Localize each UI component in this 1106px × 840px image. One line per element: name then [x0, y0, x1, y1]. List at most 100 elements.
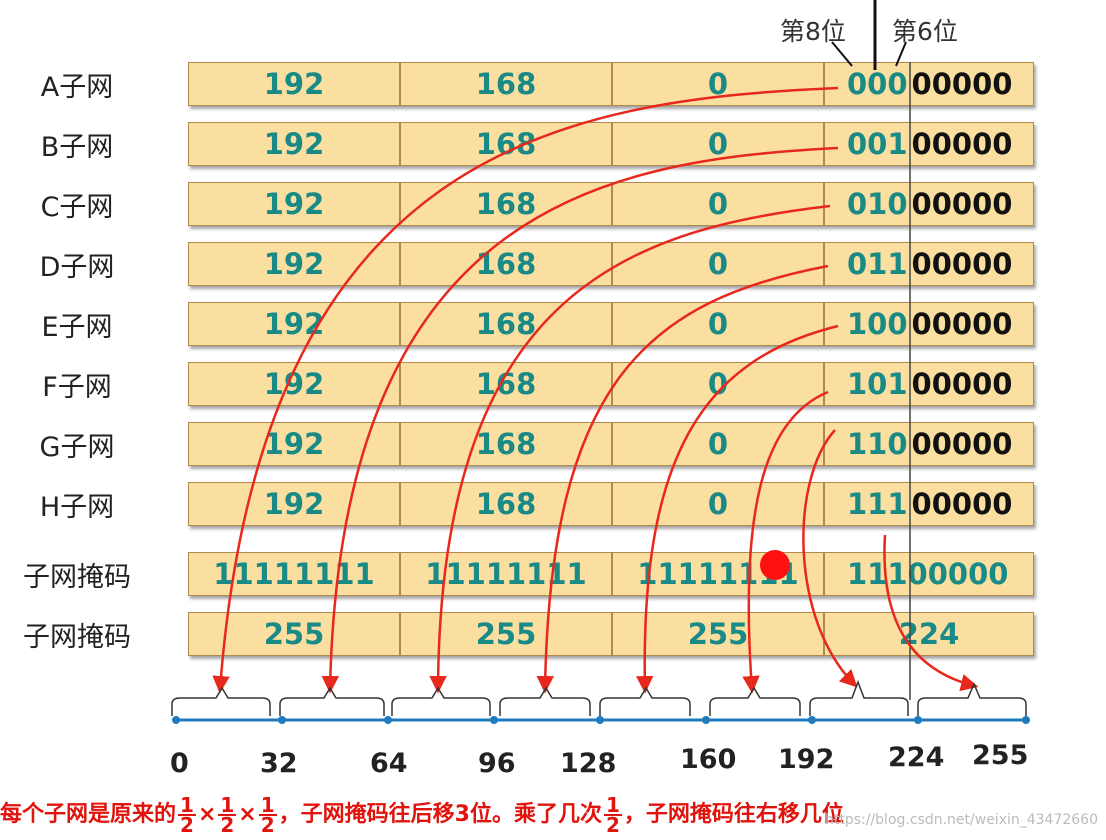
watermark: https://blog.csdn.net/weixin_43472660	[824, 812, 1098, 828]
subnet-bits: 000	[847, 67, 908, 101]
subnet-bits: 001	[847, 127, 908, 161]
caption-part1: 每个子网是原来的	[0, 802, 177, 827]
table-row: 192 168 0 001 00000	[188, 122, 1034, 166]
bit8-label: 第8位	[780, 17, 846, 46]
subnet-bits: 101	[847, 367, 908, 401]
octet-3: 0	[612, 482, 824, 526]
octet-3: 0	[612, 422, 824, 466]
row-label: A子网	[40, 72, 114, 103]
row-label: F子网	[42, 372, 112, 403]
octet-1: 192	[188, 182, 400, 226]
times-sign: ×	[197, 802, 217, 827]
octet-2: 168	[400, 242, 612, 286]
octet-1: 192	[188, 242, 400, 286]
octet-2: 168	[400, 122, 612, 166]
subnet-bits: 011	[847, 247, 908, 281]
table-row: 192 168 0 011 00000	[188, 242, 1034, 286]
row-label: E子网	[41, 312, 113, 343]
arrow-c	[429, 204, 831, 694]
scale-tick-label: 0	[170, 748, 189, 779]
mask-binary-row: 11111111 11111111 11111111 111 00000	[188, 552, 1034, 596]
segment-braces	[171, 679, 1027, 716]
scale-tick-label: 255	[972, 740, 1029, 771]
scale-tick-label: 192	[778, 744, 835, 775]
host-bits: 00000	[911, 427, 1013, 461]
row-label: G子网	[39, 432, 115, 463]
mask-decimal-label: 子网掩码	[23, 622, 131, 653]
octet-4: 101 00000	[824, 362, 1034, 406]
arrow-b	[321, 146, 839, 694]
octet-2: 168	[400, 362, 612, 406]
caption-part3: ，子网掩码往右移几位	[623, 802, 844, 827]
octet-4: 110 00000	[824, 422, 1034, 466]
subnet-bits: 111	[847, 487, 908, 521]
arrow-g	[802, 429, 858, 688]
host-bits: 00000	[911, 67, 1013, 101]
row-label: C子网	[40, 192, 114, 223]
host-bits: 00000	[911, 367, 1013, 401]
host-bits: 00000	[911, 307, 1013, 341]
octet-3: 0	[612, 362, 824, 406]
arrow-h	[883, 534, 979, 692]
octet-1: 192	[188, 122, 400, 166]
octet-1: 192	[188, 302, 400, 346]
scale-tick-label: 160	[680, 744, 737, 775]
subnet-bits: 111	[847, 557, 908, 591]
bit6-leader	[895, 41, 907, 67]
arrow-a	[212, 86, 839, 694]
octet-1: 11111111	[188, 552, 400, 596]
bit6-label: 第6位	[892, 17, 958, 46]
table-row: 192 168 0 100 00000	[188, 302, 1034, 346]
octet-4: 100 00000	[824, 302, 1034, 346]
octet-4: 111 00000	[824, 552, 1034, 596]
octet-3: 255	[612, 612, 824, 656]
octet-4: 111 00000	[824, 482, 1034, 526]
subnet-bits: 010	[847, 187, 908, 221]
octet-3: 0	[612, 62, 824, 106]
octet-1: 192	[188, 482, 400, 526]
scale-tick-label: 128	[560, 748, 617, 779]
octet-2: 168	[400, 182, 612, 226]
host-bits: 00000	[911, 487, 1013, 521]
row-label: D子网	[39, 252, 115, 283]
arrow-e	[635, 324, 839, 694]
mask-binary-label: 子网掩码	[23, 562, 131, 593]
octet-4: 011 00000	[824, 242, 1034, 286]
table-row: 192 168 0 000 00000	[188, 62, 1034, 106]
octet-2: 168	[400, 482, 612, 526]
mask-decimal-row: 255 255 255 224	[188, 612, 1034, 656]
octet-2: 11111111	[400, 552, 612, 596]
octet-2: 168	[400, 62, 612, 106]
host-bits: 00000	[907, 557, 1009, 591]
scale-tick-label: 64	[370, 748, 408, 779]
octet-4: 010 00000	[824, 182, 1034, 226]
caption: 每个子网是原来的 1 2 × 1 2 × 1 2 ，子网掩码往后移3位。乘了几次 1 2 ，子网掩码往右…	[0, 793, 1106, 840]
row-label: H子网	[39, 492, 115, 523]
octet-4: 001 00000	[824, 122, 1034, 166]
subnet-bits: 110	[847, 427, 908, 461]
bit8-leader	[831, 41, 853, 67]
subnet-bits: 100	[847, 307, 908, 341]
table-row: 192 168 0 111 00000	[188, 482, 1034, 526]
octet-2: 255	[400, 612, 612, 656]
scale-points	[172, 716, 1030, 724]
host-bits: 00000	[911, 247, 1013, 281]
scale-tick-label: 32	[260, 748, 298, 779]
octet-2: 168	[400, 302, 612, 346]
octet-3: 0	[612, 302, 824, 346]
scale-tick-label: 96	[478, 748, 516, 779]
scale-tick-label: 224	[888, 742, 945, 773]
host-bits: 00000	[911, 127, 1013, 161]
arrow-d	[536, 264, 829, 694]
times-sign: ×	[238, 802, 257, 827]
row-label: B子网	[40, 132, 114, 163]
host-bits: 00000	[911, 187, 1013, 221]
table-row: 192 168 0 010 00000	[188, 182, 1034, 226]
pointer-dot-icon	[760, 550, 790, 580]
octet-1: 192	[188, 62, 400, 106]
